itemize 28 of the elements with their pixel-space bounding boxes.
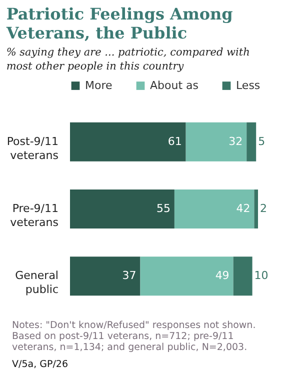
legend-label: About as bbox=[150, 78, 199, 92]
bar bbox=[254, 190, 258, 228]
data-label: 10 bbox=[254, 269, 268, 282]
data-label: 37 bbox=[122, 269, 136, 282]
y-tick-label: Post-9/11 veterans bbox=[6, 134, 59, 162]
text: V/5a, GP/26 bbox=[12, 359, 68, 370]
data-label: 5 bbox=[258, 134, 266, 148]
bar bbox=[233, 256, 252, 296]
bar bbox=[140, 256, 234, 296]
data-label: 2 bbox=[260, 202, 267, 215]
data-label: 42 bbox=[236, 202, 250, 215]
bar bbox=[186, 122, 247, 162]
bar bbox=[174, 190, 254, 228]
chart-title: Patriotic Feelings Among Veterans, the Public bbox=[5, 4, 233, 42]
bar bbox=[70, 256, 140, 296]
data-label: 32 bbox=[228, 134, 243, 148]
bar bbox=[246, 122, 256, 162]
bar bbox=[70, 190, 174, 228]
text: Notes: "Don't know/Refused" responses not shown. Based on post-9/11 veterans, n=712; pre-9/11 veterans, n=1,134; and general public, N=2,003. bbox=[12, 320, 256, 353]
data-label: 55 bbox=[156, 202, 170, 215]
y-tick-label: General public bbox=[15, 269, 58, 296]
legend-label: Less bbox=[236, 78, 260, 92]
data-label: 49 bbox=[215, 269, 230, 282]
chart-subtitle: % saying they are ... patriotic, compared with most other people in this country bbox=[6, 46, 250, 72]
y-tick-label: Pre-9/11 veterans bbox=[10, 202, 59, 229]
data-label: 61 bbox=[168, 134, 182, 148]
bar bbox=[70, 122, 186, 162]
legend-label: More bbox=[85, 78, 112, 92]
